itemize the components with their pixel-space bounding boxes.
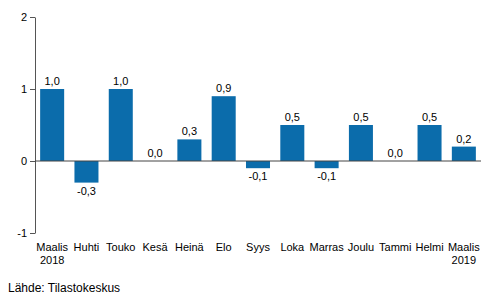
zero-line [35,161,481,162]
y-tick-label: 0 [21,155,27,167]
bar [109,89,133,161]
y-tick: -1 [17,227,35,239]
x-tick-label: Loka [280,241,305,253]
y-tick-mark [30,89,35,90]
data-label: 0,5 [422,111,437,123]
x-tick-label: Tammi [379,241,411,253]
data-label: 1,0 [113,75,128,87]
x-tick-label: Maalis2018 [36,241,68,266]
y-tick-mark [30,233,35,234]
y-tick: 0 [21,155,35,167]
y-tick-mark [30,161,35,162]
y-axis: -1 0 1 2 [17,11,35,239]
data-label: 0,2 [456,133,471,145]
data-label: 0,5 [353,111,368,123]
x-axis: Maalis2018 Huhti Touko Kesä Heinä Elo Syys Loka… [36,241,480,266]
x-tick-label: Syys [246,241,270,253]
x-tick-label: Helmi [415,241,443,253]
data-label: 0,5 [285,111,300,123]
y-tick: 1 [21,83,35,95]
x-tick-label: Huhti [74,241,100,253]
data-labels: 1,0 -0,3 1,0 0,0 0,3 0,9 -0,1 0,5 -0,1 0,5 0,0 0,5 0… [45,75,472,197]
y-tick: 2 [21,11,35,23]
data-label: 0,9 [216,82,231,94]
x-tick-label: Elo [216,241,232,253]
bar [40,89,64,161]
source: Lähde: Tilastokeskus [8,281,120,295]
x-tick-label: Marras [309,241,344,253]
bar [452,147,476,161]
bar [418,125,442,161]
bar [74,161,98,183]
x-tick-label: Joulu [348,241,374,253]
bar [280,125,304,161]
data-label: 1,0 [45,75,60,87]
bar [177,139,201,161]
data-label: -0,1 [317,170,336,182]
y-tick-label: 2 [21,11,27,23]
y-tick-label: 1 [21,83,27,95]
bar [246,161,270,168]
x-tick-label: Heinä [175,241,205,253]
data-label: 0,3 [182,125,197,137]
bars [40,89,476,183]
x-tick-label: Maalis2019 [448,241,480,266]
y-axis-line [35,18,36,234]
y-tick-mark [30,17,35,18]
data-label: -0,3 [77,185,96,197]
data-label: 0,0 [388,147,403,159]
y-tick-label: -1 [17,227,27,239]
bar [212,96,236,161]
bar [349,125,373,161]
chart: -1 0 1 2 1,0 -0,3 1,0 0,0 0,3 0,9 -0,1 0,5 -0,1 0,5 0,… [0,0,493,304]
bar [315,161,339,168]
data-label: -0,1 [249,170,268,182]
x-tick-label: Touko [106,241,135,253]
x-tick-label: Kesä [143,241,169,253]
data-label: 0,0 [147,147,162,159]
